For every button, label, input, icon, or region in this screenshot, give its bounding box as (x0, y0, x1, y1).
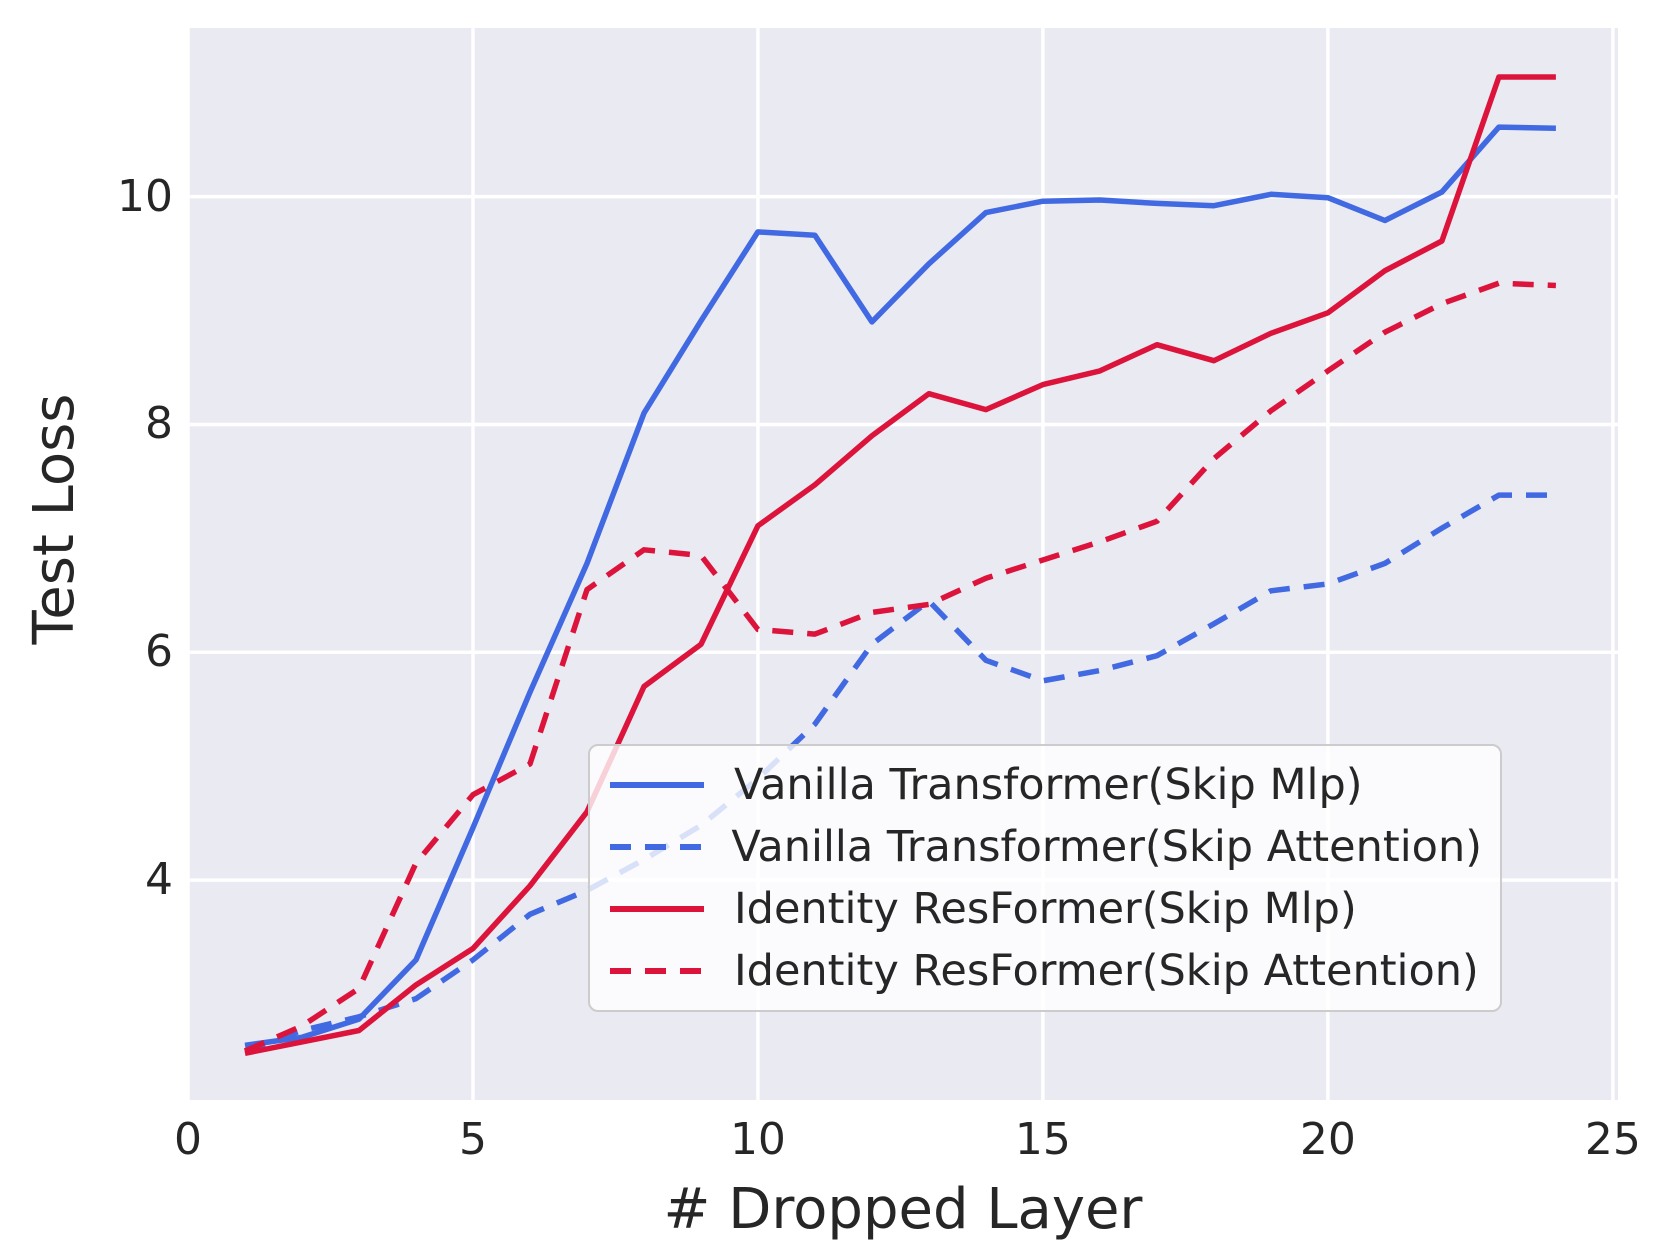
y-tick-label: 8 (145, 398, 173, 450)
legend-solid-line-sample (610, 782, 704, 788)
legend-entry: Identity ResFormer(Skip Mlp) (608, 883, 1482, 934)
legend-label: Vanilla Transformer(Skip Mlp) (734, 759, 1363, 810)
x-tick-label: 5 (458, 1114, 487, 1165)
legend-entry: Vanilla Transformer(Skip Mlp) (608, 759, 1482, 810)
legend-entry: Identity ResFormer(Skip Attention) (608, 945, 1482, 996)
legend-entry: Vanilla Transformer(Skip Attention) (608, 821, 1482, 872)
x-tick-label: 0 (174, 1114, 202, 1165)
x-tick-label: 20 (1299, 1114, 1356, 1165)
y-tick-label: 4 (145, 854, 173, 906)
x-tick-label: 10 (729, 1114, 786, 1165)
legend-label: Vanilla Transformer(Skip Attention) (731, 821, 1482, 872)
x-tick-label: 15 (1014, 1114, 1071, 1165)
y-tick-label: 6 (145, 626, 173, 678)
series-line (244, 124, 1556, 1049)
y-tick-label: 10 (117, 170, 173, 222)
series-line (243, 280, 1557, 1054)
legend: Vanilla Transformer(Skip Mlp) Vanilla Tra… (588, 744, 1502, 1012)
legend-dashed-line-sample (610, 844, 704, 850)
series-line (244, 74, 1556, 1056)
legend-solid-line-sample (610, 906, 704, 912)
legend-dashed-line-sample (610, 968, 704, 974)
legend-label: Identity ResFormer(Skip Attention) (734, 945, 1479, 996)
legend-label: Identity ResFormer(Skip Mlp) (734, 883, 1357, 934)
x-tick-label: 25 (1584, 1114, 1641, 1165)
y-axis-label: Test Loss (22, 393, 87, 645)
x-axis-label: # Dropped Layer (663, 1177, 1143, 1242)
